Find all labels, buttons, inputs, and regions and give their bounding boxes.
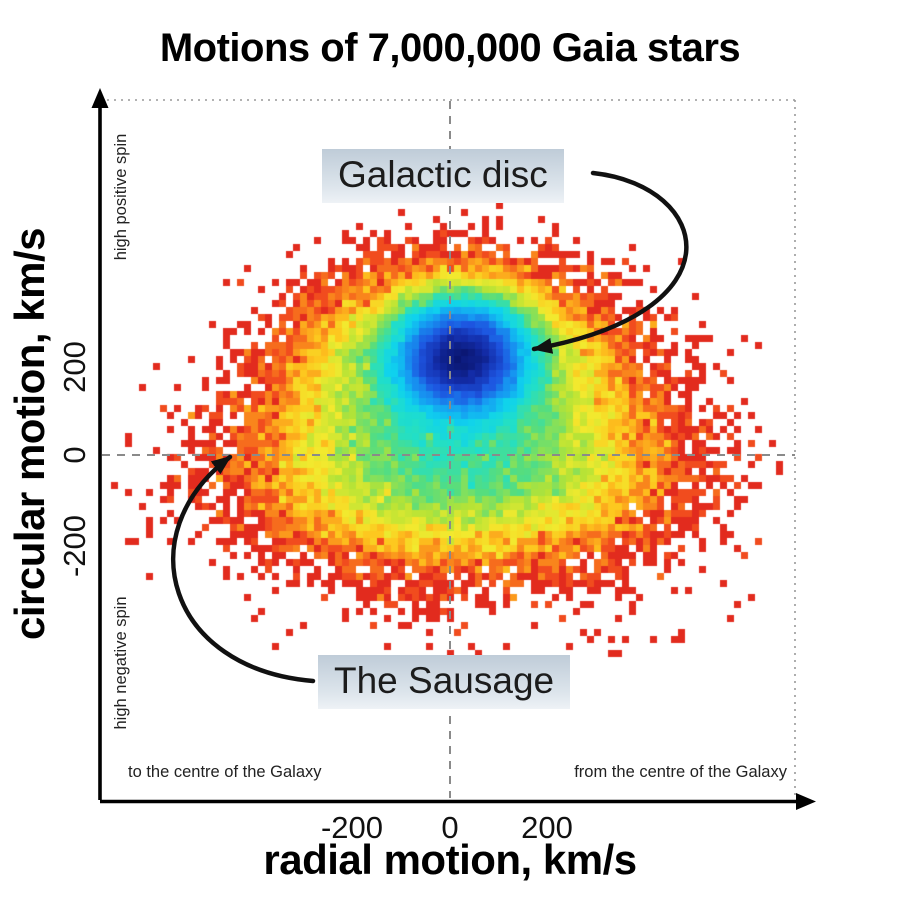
x-tick-0: 0 bbox=[441, 810, 459, 845]
hint-from-centre: from the centre of the Galaxy bbox=[574, 763, 787, 781]
x-tick-200: 200 bbox=[521, 810, 573, 845]
chart-title: Motions of 7,000,000 Gaia stars bbox=[159, 26, 741, 70]
x-axis-arrowhead bbox=[796, 793, 816, 810]
sausage-arrow bbox=[170, 454, 316, 684]
y-axis-label: circular motion, km/s bbox=[6, 228, 53, 640]
y-tick-minus200: -200 bbox=[57, 514, 92, 578]
hint-to-centre: to the centre of the Galaxy bbox=[128, 763, 322, 781]
y-axis-arrowhead bbox=[91, 88, 109, 108]
x-tick-minus200: -200 bbox=[320, 810, 384, 845]
annotation-galactic-disc: Galactic disc bbox=[322, 149, 564, 203]
hint-high-positive-spin: high positive spin bbox=[112, 133, 130, 261]
x-axis-label: radial motion, km/s bbox=[263, 836, 637, 883]
galactic-disc-arrow bbox=[531, 170, 689, 354]
hint-high-negative-spin: high negative spin bbox=[112, 596, 130, 730]
annotation-sausage: The Sausage bbox=[318, 655, 571, 709]
